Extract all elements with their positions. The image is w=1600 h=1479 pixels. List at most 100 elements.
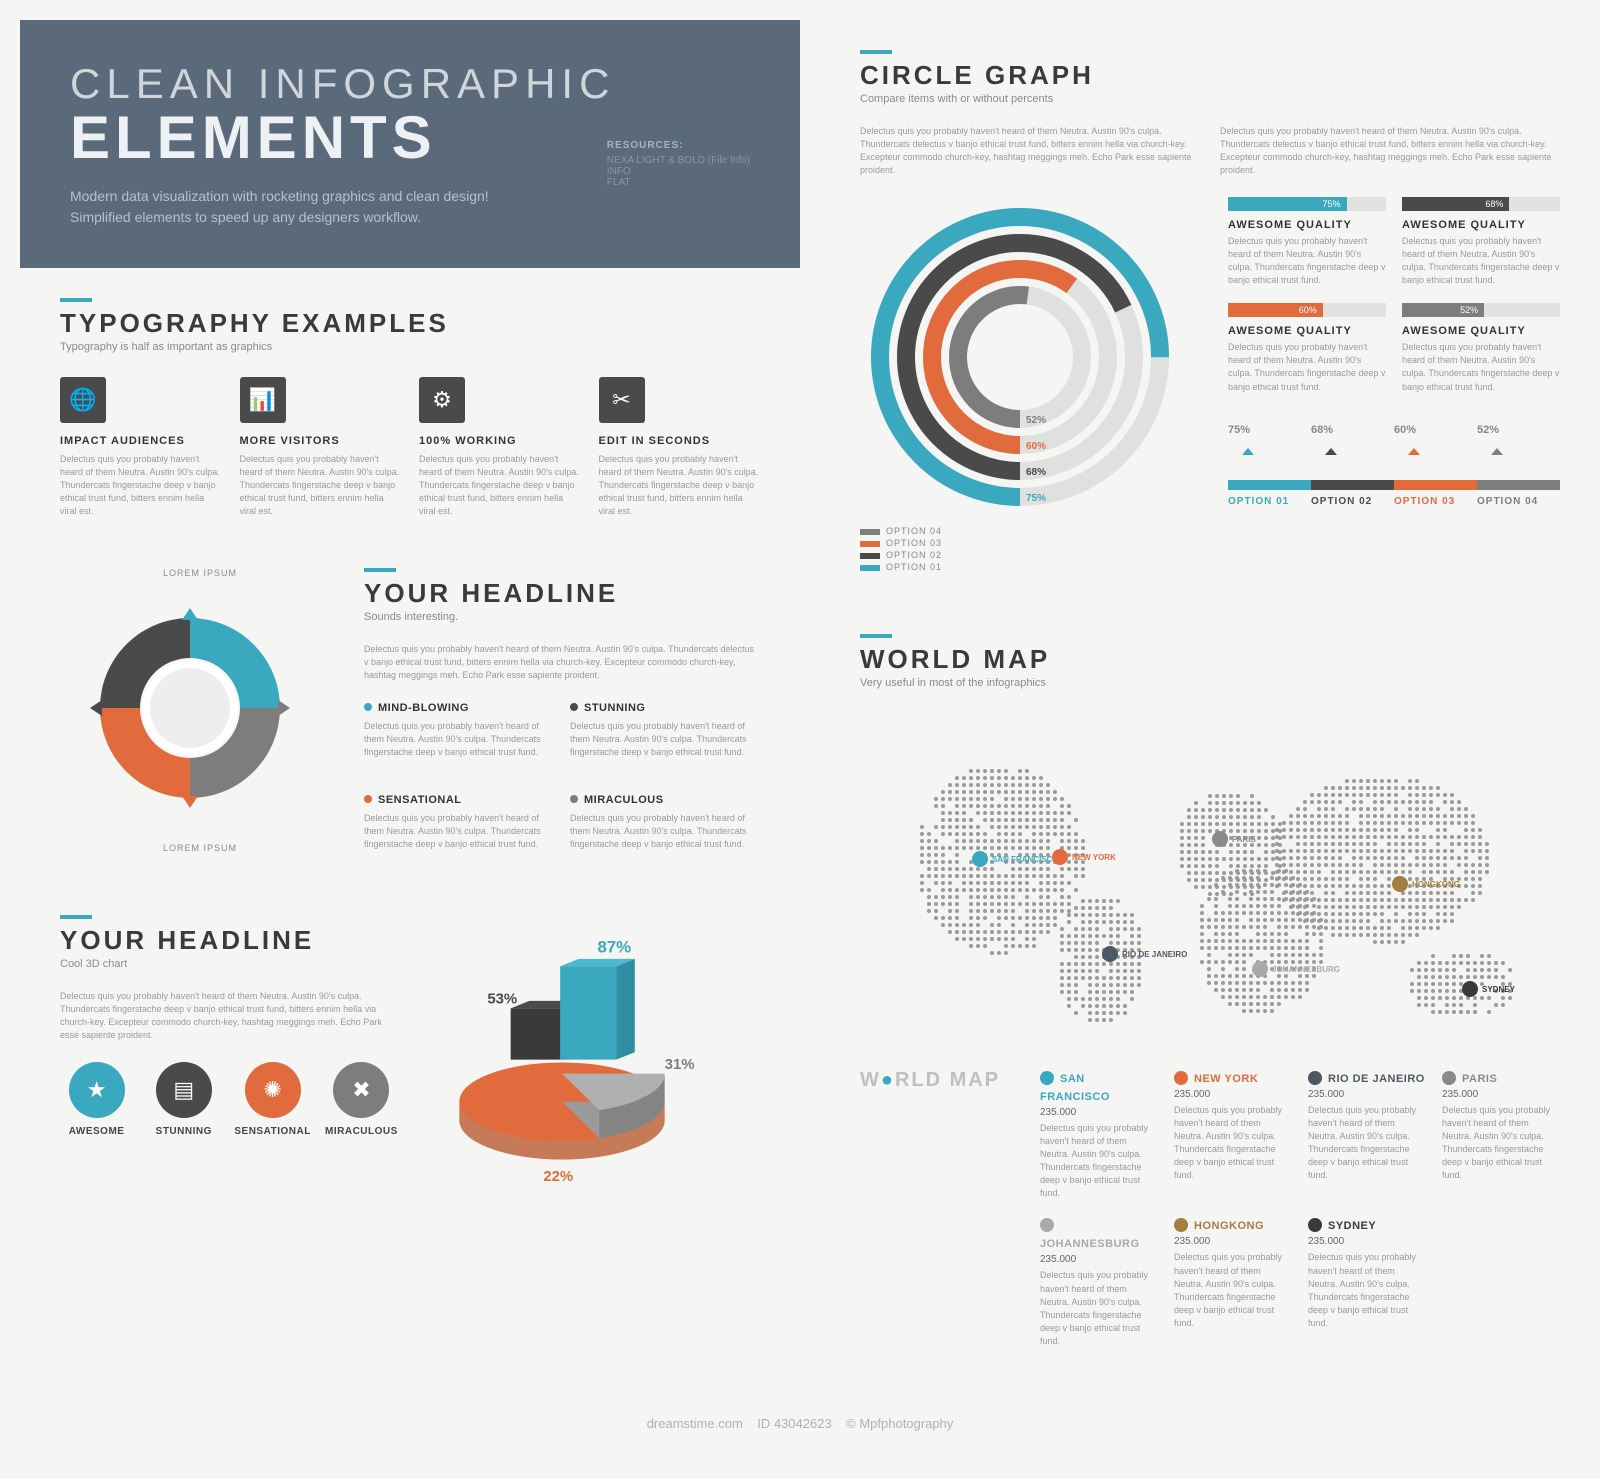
pie3d-pct-22: 22% <box>543 1168 573 1185</box>
svg-text:JOHANNESBURG: JOHANNESBURG <box>1272 965 1340 974</box>
svg-text:SYDNEY: SYDNEY <box>1482 985 1516 994</box>
svg-text:68%: 68% <box>1026 467 1046 478</box>
svg-text:HONGKONG: HONGKONG <box>1412 880 1460 889</box>
circle-icon-label: MIRACULOUS <box>325 1126 398 1137</box>
triangle-icon <box>1491 448 1503 455</box>
accent-bar <box>60 298 92 302</box>
city-value: 235.000 <box>1174 1236 1292 1247</box>
right-column: CIRCLE GRAPH Compare items with or witho… <box>820 20 1600 1378</box>
icon-badge: ★ AWESOME <box>60 1062 133 1137</box>
progress-bar-item: 60% AWESOME QUALITY Delectus quis you pr… <box>1228 303 1386 393</box>
typography-grid: 🌐 IMPACT AUDIENCES Delectus quis you pro… <box>60 377 760 518</box>
option-pct: 68% <box>1311 424 1394 454</box>
progress-bar-pct: 75% <box>1322 197 1340 211</box>
ring-option-item: OPTION 01 <box>860 562 1200 572</box>
section-title: TYPOGRAPHY EXAMPLES <box>60 308 760 339</box>
progress-bar-fill: 52% <box>1402 303 1484 317</box>
resource-line: NEXA LIGHT & BOLD (File Info) <box>607 155 750 166</box>
city-body: Delectus quis you probably haven't heard… <box>1308 1104 1426 1182</box>
option-bar-segment <box>1394 480 1477 490</box>
headline2-block: YOUR HEADLINE Cool 3D chart Delectus qui… <box>60 915 398 1137</box>
ring-chart-wrap: 75%68%60%52% OPTION 04OPTION 03OPTION 02… <box>860 197 1200 574</box>
ring-option-item: OPTION 04 <box>860 526 1200 536</box>
bullet-item: SENSATIONAL Delectus quis you probably h… <box>364 790 554 851</box>
circle-graph-section: CIRCLE GRAPH Compare items with or witho… <box>820 20 1600 604</box>
city-value: 235.000 <box>1308 1236 1426 1247</box>
circle-icon-label: SENSATIONAL <box>234 1126 310 1137</box>
header-panel: CLEAN INFOGRAPHIC ELEMENTS Modern data v… <box>20 20 800 268</box>
svg-text:52%: 52% <box>1026 415 1046 426</box>
progress-bar-fill: 60% <box>1228 303 1323 317</box>
accent-bar <box>60 915 92 919</box>
svg-text:60%: 60% <box>1026 441 1046 452</box>
typography-item: 🌐 IMPACT AUDIENCES Delectus quis you pro… <box>60 377 222 518</box>
progress-bar-body: Delectus quis you probably haven't heard… <box>1402 235 1560 287</box>
city-value: 235.000 <box>1174 1089 1292 1100</box>
option-horizontal-bar <box>1228 480 1560 490</box>
progress-bar: 52% <box>1402 303 1560 317</box>
typography-item-label: EDIT IN SECONDS <box>599 435 761 447</box>
city-dot-icon <box>1308 1218 1322 1232</box>
world-map: SAN FRANCISCONEW YORKRIO DE JANEIROPARIS… <box>860 709 1560 1049</box>
section-title: CIRCLE GRAPH <box>860 60 1560 91</box>
option-label-row: OPTION 01OPTION 02OPTION 03OPTION 04 <box>1228 496 1560 507</box>
watermark-footer: dreamstime.com ID 43042623 © Mpfphotogra… <box>0 1398 1600 1449</box>
donut-chart <box>60 578 320 838</box>
header-subtitle: Modern data visualization with rocketing… <box>70 186 490 228</box>
four-icon-row: ★ AWESOME▤ STUNNING✺ SENSATIONAL✖ MIRACU… <box>60 1062 398 1137</box>
chart-icon: 📊 <box>240 377 286 423</box>
circle-graph-lead: Delectus quis you probably haven't heard… <box>860 125 1200 177</box>
option-pct: 75% <box>1228 424 1311 454</box>
city-legend-item: HONGKONG 235.000 Delectus quis you proba… <box>1174 1216 1292 1347</box>
circle-graph-lead: Delectus quis you probably haven't heard… <box>1220 125 1560 177</box>
pie3d-chart: 87% 53% 31% 22% <box>422 915 702 1195</box>
bullet-label: STUNNING <box>584 702 645 714</box>
section-subtitle: Cool 3D chart <box>60 958 398 970</box>
bullet-body: Delectus quis you probably haven't heard… <box>570 720 760 759</box>
section-title: YOUR HEADLINE <box>60 925 398 956</box>
progress-bar-pct: 52% <box>1460 303 1478 317</box>
resource-line: INFO <box>607 166 750 177</box>
option-label: OPTION 04 <box>1477 496 1560 507</box>
city-legend-item: JOHANNESBURG 235.000 Delectus quis you p… <box>1040 1216 1158 1347</box>
accent-bar <box>364 568 396 572</box>
ring-option-legend: OPTION 04OPTION 03OPTION 02OPTION 01 <box>860 526 1200 572</box>
watermark-credit: © Mpfphotography <box>846 1416 953 1431</box>
option-label: OPTION 03 <box>1394 496 1477 507</box>
icon-badge: ✺ SENSATIONAL <box>234 1062 310 1137</box>
worldmap-logo-text: W●RLD MAP <box>860 1069 1020 1092</box>
svg-text:NEW YORK: NEW YORK <box>1072 853 1116 862</box>
section-subtitle: Sounds interesting. <box>364 611 760 623</box>
resources-label: RESOURCES: <box>607 140 750 151</box>
header-resources: RESOURCES: NEXA LIGHT & BOLD (File Info)… <box>607 140 750 188</box>
city-body: Delectus quis you probably haven't heard… <box>1040 1269 1158 1347</box>
accent-bar <box>860 634 892 638</box>
progress-bar-item: 52% AWESOME QUALITY Delectus quis you pr… <box>1402 303 1560 393</box>
pie3d-pct-53: 53% <box>487 990 517 1007</box>
headline2-lead: Delectus quis you probably haven't heard… <box>60 990 398 1042</box>
option-swatch-icon <box>860 541 880 547</box>
donut-wrap: LOREM IPSUM <box>60 568 340 864</box>
progress-bar-body: Delectus quis you probably haven't heard… <box>1228 235 1386 287</box>
svg-text:PARIS: PARIS <box>1232 835 1257 844</box>
typography-item-label: 100% WORKING <box>419 435 581 447</box>
bottom-row: YOUR HEADLINE Cool 3D chart Delectus qui… <box>60 915 760 1200</box>
option-label: OPTION 01 <box>1228 496 1311 507</box>
bullet-label: MIND-BLOWING <box>378 702 469 714</box>
city-name: JOHANNESBURG <box>1040 1238 1140 1250</box>
watermark-site: dreamstime.com <box>647 1416 743 1431</box>
city-legend-grid: SAN FRANCISCO 235.000 Delectus quis you … <box>1040 1069 1560 1348</box>
city-name: RIO DE JANEIRO <box>1328 1073 1425 1085</box>
city-dot-icon <box>1442 1071 1456 1085</box>
headline-bullets: MIND-BLOWING Delectus quis you probably … <box>364 698 760 864</box>
ring-chart: 75%68%60%52% <box>860 197 1180 517</box>
option-bar-segment <box>1477 480 1560 490</box>
left-column: CLEAN INFOGRAPHIC ELEMENTS Modern data v… <box>20 20 800 1378</box>
circle-icon-label: STUNNING <box>147 1126 220 1137</box>
option-bar-segment <box>1311 480 1394 490</box>
pie3d-pct-87: 87% <box>597 937 631 956</box>
city-dot-icon <box>1174 1071 1188 1085</box>
bullet-item: MIRACULOUS Delectus quis you probably ha… <box>570 790 760 851</box>
option-bar-segment <box>1228 480 1311 490</box>
city-value: 235.000 <box>1308 1089 1426 1100</box>
